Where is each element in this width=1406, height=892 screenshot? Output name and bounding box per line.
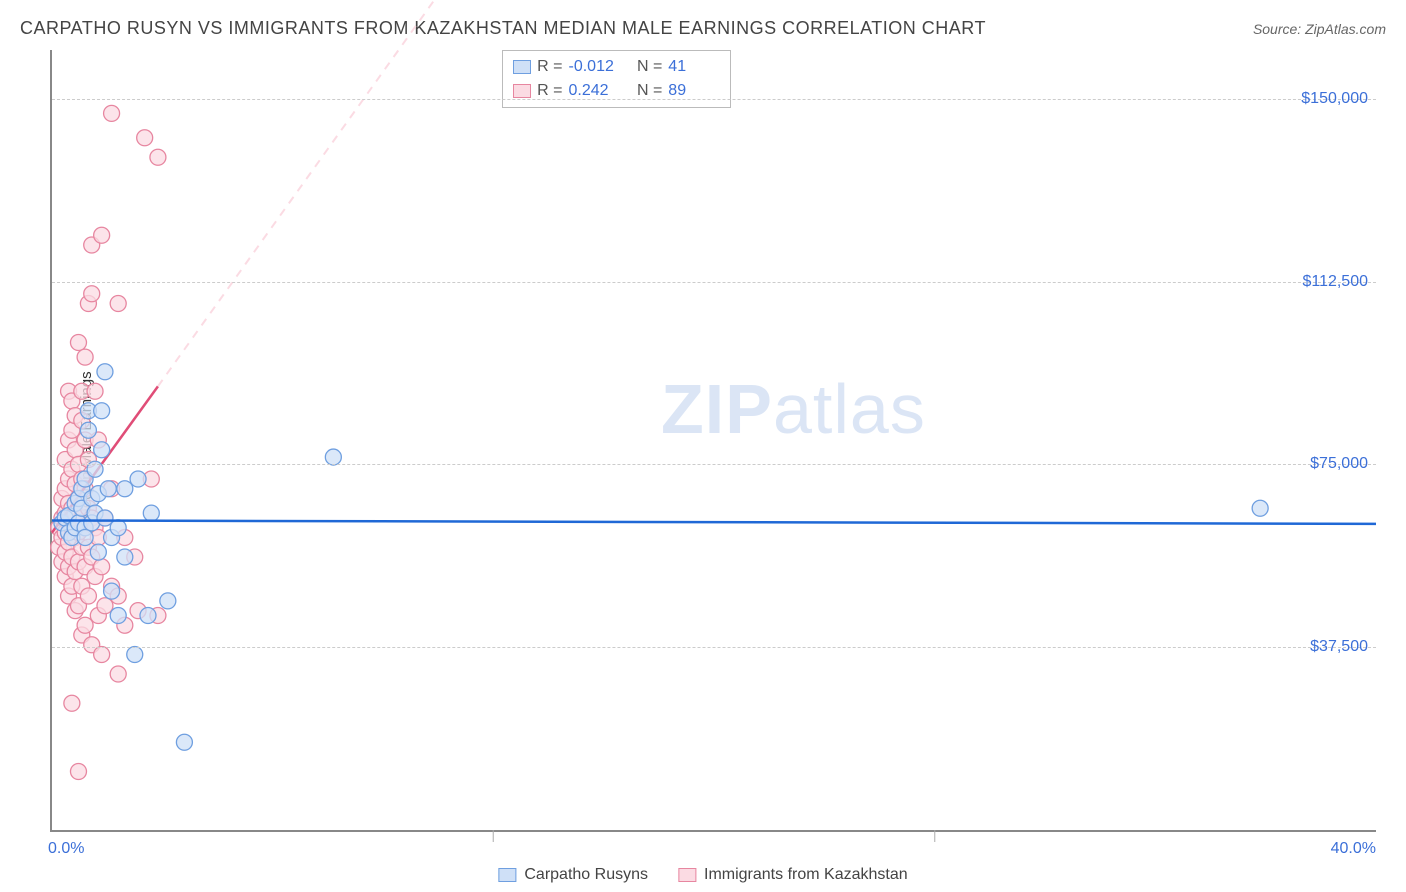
scatter-svg <box>52 50 1376 830</box>
y-tick-label: $75,000 <box>1310 455 1368 473</box>
chart-header: CARPATHO RUSYN VS IMMIGRANTS FROM KAZAKH… <box>20 18 1386 39</box>
bottom-legend: Carpatho Rusyns Immigrants from Kazakhst… <box>498 866 907 884</box>
legend-item-carpatho: Carpatho Rusyns <box>498 866 648 884</box>
y-tick-label: $150,000 <box>1301 90 1368 108</box>
y-tick-label: $37,500 <box>1310 638 1368 656</box>
y-tick-label: $112,500 <box>1302 273 1368 291</box>
source-attribution: Source: ZipAtlas.com <box>1253 21 1386 37</box>
x-max-label: 40.0% <box>1331 840 1376 858</box>
x-min-label: 0.0% <box>48 840 84 858</box>
legend-label-carpatho: Carpatho Rusyns <box>524 866 648 884</box>
legend-swatch-kazakhstan <box>678 868 696 882</box>
legend-label-kazakhstan: Immigrants from Kazakhstan <box>704 866 908 884</box>
legend-item-kazakhstan: Immigrants from Kazakhstan <box>678 866 908 884</box>
chart-title: CARPATHO RUSYN VS IMMIGRANTS FROM KAZAKH… <box>20 18 986 39</box>
legend-swatch-carpatho <box>498 868 516 882</box>
chart-plot-area: ZIPatlas R = -0.012 N = 41 R = 0.242 N =… <box>50 50 1376 832</box>
